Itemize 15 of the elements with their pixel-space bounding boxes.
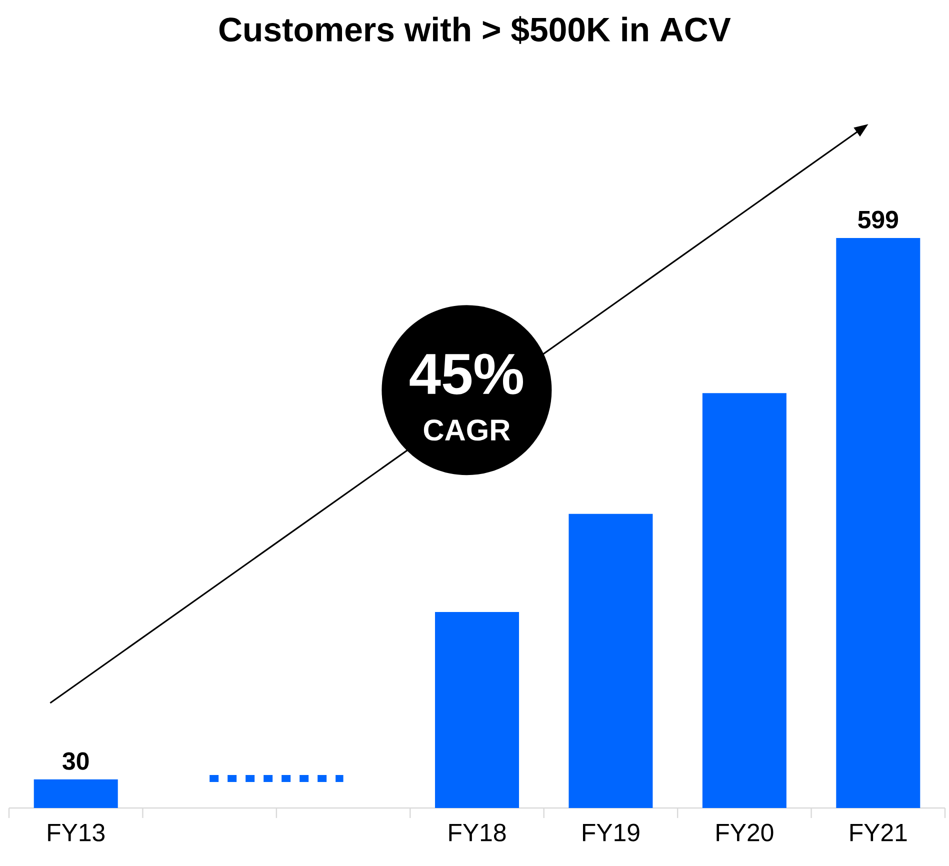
bar	[34, 779, 118, 808]
x-tick-label: FY13	[48, 824, 105, 842]
bar	[836, 238, 920, 808]
bar	[435, 612, 520, 808]
annotation: 45%	[410, 354, 523, 394]
bar	[702, 393, 786, 808]
chart-title: Customers with > $500K in ACV	[219, 16, 731, 44]
bar	[568, 514, 653, 808]
annotation: CAGR	[424, 419, 510, 441]
x-tick-label: FY20	[716, 824, 774, 842]
data-label: 599	[858, 210, 898, 228]
x-tick-label: FY19	[583, 824, 640, 842]
data-label: 30	[62, 752, 89, 770]
x-tick-label: FY18	[449, 824, 506, 842]
x-tick-label: FY21	[850, 824, 907, 842]
